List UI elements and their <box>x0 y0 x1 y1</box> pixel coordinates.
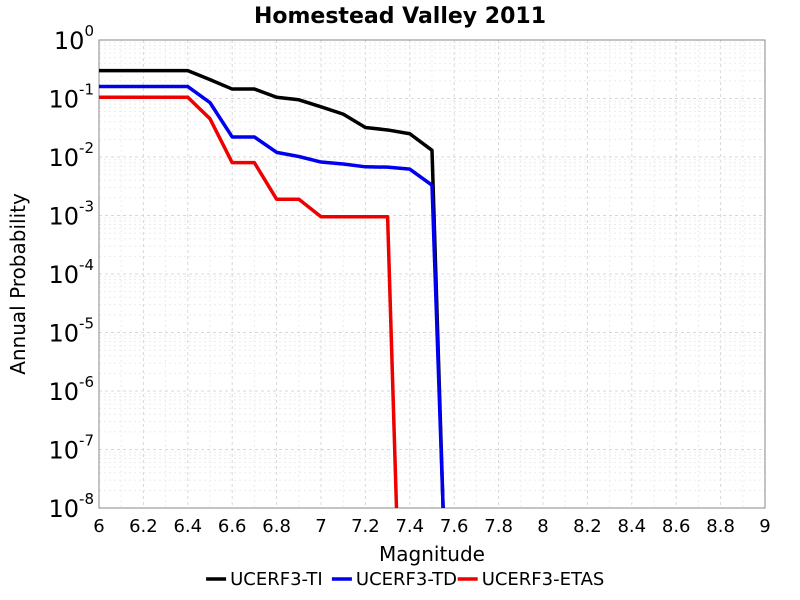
y-tick-exponent: -5 <box>79 315 94 333</box>
x-tick-label: 8.2 <box>573 516 602 537</box>
x-tick-label: 6.4 <box>173 516 202 537</box>
y-tick-label: 10-7 <box>48 432 94 465</box>
y-tick-exponent: -6 <box>79 373 94 391</box>
y-tick-base: 10 <box>48 437 79 465</box>
x-tick-label: 7 <box>315 516 326 537</box>
series-line-ucerf3-etas <box>99 95 399 509</box>
y-tick-label: 10-2 <box>48 139 94 172</box>
x-tick-label: 6.2 <box>129 516 158 537</box>
y-tick-label: 10-4 <box>48 256 94 289</box>
y-tick-exponent: -8 <box>79 490 94 508</box>
y-tick-label: 10-8 <box>48 490 94 523</box>
y-axis-label: Annual Probability <box>6 193 30 375</box>
series-line-ucerf3-td <box>99 84 445 509</box>
legend-label-ucerf3-td: UCERF3-TD <box>356 569 457 590</box>
legend-label-ucerf3-ti: UCERF3-TI <box>230 569 323 590</box>
y-tick-base: 10 <box>54 27 85 55</box>
y-tick-label: 100 <box>54 22 94 55</box>
legend-label-ucerf3-etas: UCERF3-ETAS <box>482 569 605 590</box>
x-tick-label: 8 <box>537 516 548 537</box>
x-axis-label: Magnitude <box>379 542 485 566</box>
x-tick-label: 8.8 <box>706 516 735 537</box>
x-tick-label: 7.8 <box>484 516 513 537</box>
x-tick-label: 8.4 <box>617 516 646 537</box>
x-tick-label: 6.8 <box>262 516 291 537</box>
x-tick-label: 7.6 <box>440 516 469 537</box>
y-tick-base: 10 <box>48 320 79 348</box>
y-tick-base: 10 <box>48 144 79 172</box>
x-tick-label: 6.6 <box>218 516 247 537</box>
y-tick-exponent: -2 <box>79 139 94 157</box>
y-tick-exponent: -3 <box>79 198 94 216</box>
y-tick-exponent: -4 <box>79 256 94 274</box>
x-tick-label: 9 <box>759 516 770 537</box>
x-tick-label: 6 <box>93 516 104 537</box>
plot-frame <box>98 39 766 509</box>
y-tick-base: 10 <box>48 378 79 406</box>
series-layer <box>99 68 445 509</box>
series-line-ucerf3-ti <box>99 68 445 509</box>
x-tick-label: 7.2 <box>351 516 380 537</box>
y-tick-label: 10-6 <box>48 373 94 406</box>
y-tick-exponent: -1 <box>79 81 94 99</box>
y-tick-base: 10 <box>48 495 79 523</box>
y-tick-label: 10-1 <box>48 81 94 114</box>
y-tick-base: 10 <box>48 86 79 114</box>
y-tick-base: 10 <box>48 203 79 231</box>
y-tick-exponent: 0 <box>84 22 94 40</box>
grid-layer <box>98 40 766 509</box>
y-tick-exponent: -7 <box>79 432 94 450</box>
y-tick-base: 10 <box>48 261 79 289</box>
y-tick-label: 10-5 <box>48 315 94 348</box>
legend: UCERF3-TI UCERF3-TD UCERF3-ETAS <box>206 569 604 590</box>
x-tick-label: 7.4 <box>395 516 424 537</box>
x-tick-labels: 6 6.2 6.4 6.6 6.8 7 7.2 7.4 7.6 7.8 8 8.2 8.4 8.6 8.8 9 <box>93 516 770 537</box>
x-tick-label: 8.6 <box>662 516 691 537</box>
y-tick-label: 10-3 <box>48 198 94 231</box>
chart-title: Homestead Valley 2011 <box>254 4 546 29</box>
